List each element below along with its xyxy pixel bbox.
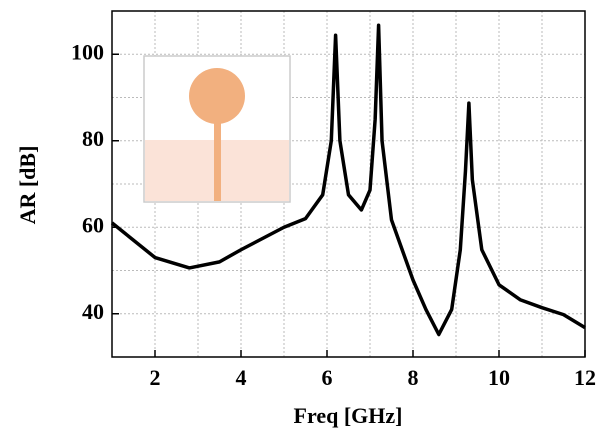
x-axis-label: Freq [GHz] [294, 403, 403, 428]
x-tick-label: 8 [408, 365, 419, 390]
x-tick-label: 12 [574, 365, 596, 390]
x-tick-label: 6 [322, 365, 333, 390]
patch [189, 68, 245, 124]
y-tick-label: 40 [82, 299, 104, 324]
x-tick-label: 10 [488, 365, 510, 390]
y-tick-label: 100 [71, 39, 104, 64]
y-axis-label: AR [dB] [15, 146, 40, 225]
x-tick-label: 2 [150, 365, 161, 390]
x-tick-label: 4 [236, 365, 247, 390]
feed-line [214, 118, 221, 201]
plot-frame [111, 10, 586, 358]
y-tick-label: 60 [82, 212, 104, 237]
inset-diagram [143, 55, 291, 203]
line [110, 23, 586, 337]
y-tick-label: 80 [82, 126, 104, 151]
